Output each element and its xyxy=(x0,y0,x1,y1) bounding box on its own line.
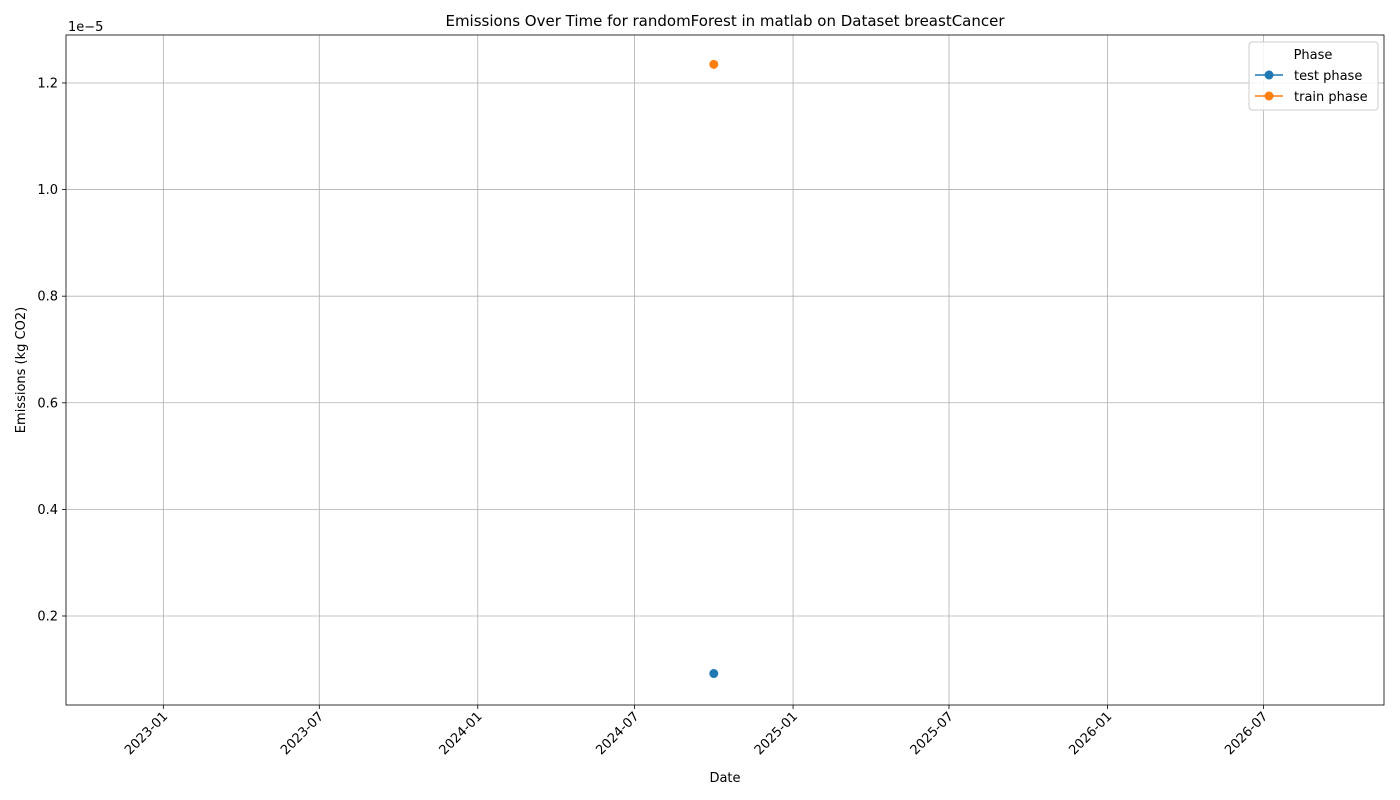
legend-box xyxy=(1248,41,1379,111)
y-tick-label: 1.2 xyxy=(37,76,58,91)
y-axis-label: Emissions (kg CO2) xyxy=(14,307,29,433)
x-tick-label: 2024-07 xyxy=(593,709,642,758)
legend-title: Phase xyxy=(1294,48,1333,63)
x-tick-label: 2026-01 xyxy=(1066,709,1115,758)
y-tick-label: 0.8 xyxy=(37,290,58,305)
x-axis-label: Date xyxy=(709,771,740,786)
grid-lines xyxy=(66,35,1384,705)
x-tick-label: 2025-01 xyxy=(752,709,801,758)
chart-title: Emissions Over Time for randomForest in … xyxy=(445,12,1005,30)
legend: Phase test phase train phase xyxy=(1248,41,1379,111)
x-tick-label: 2026-07 xyxy=(1222,709,1271,758)
plot-frame xyxy=(65,34,1385,706)
x-tick-label: 2024-01 xyxy=(437,709,486,758)
legend-marker-train-phase xyxy=(1264,91,1274,101)
legend-label-train-phase: train phase xyxy=(1294,90,1368,105)
legend-label-test-phase: test phase xyxy=(1294,69,1362,84)
legend-marker-test-phase xyxy=(1264,70,1274,80)
x-tick-label: 2025-07 xyxy=(908,709,957,758)
data-points xyxy=(709,59,719,679)
y-tick-label: 0.6 xyxy=(37,396,58,411)
y-tick-label: 0.2 xyxy=(37,609,58,624)
x-tick-label: 2023-01 xyxy=(122,709,171,758)
y-offset-label: 1e−5 xyxy=(68,20,103,35)
y-tick-label: 1.0 xyxy=(37,183,58,198)
x-tick-label: 2023-07 xyxy=(278,709,327,758)
data-point-train-phase xyxy=(709,59,719,69)
axis-ticks: 2023-01 2023-07 2024-01 2024-07 2025-01 2025-… xyxy=(37,76,1271,758)
y-tick-label: 0.4 xyxy=(37,503,58,518)
data-point-test-phase xyxy=(709,669,719,679)
